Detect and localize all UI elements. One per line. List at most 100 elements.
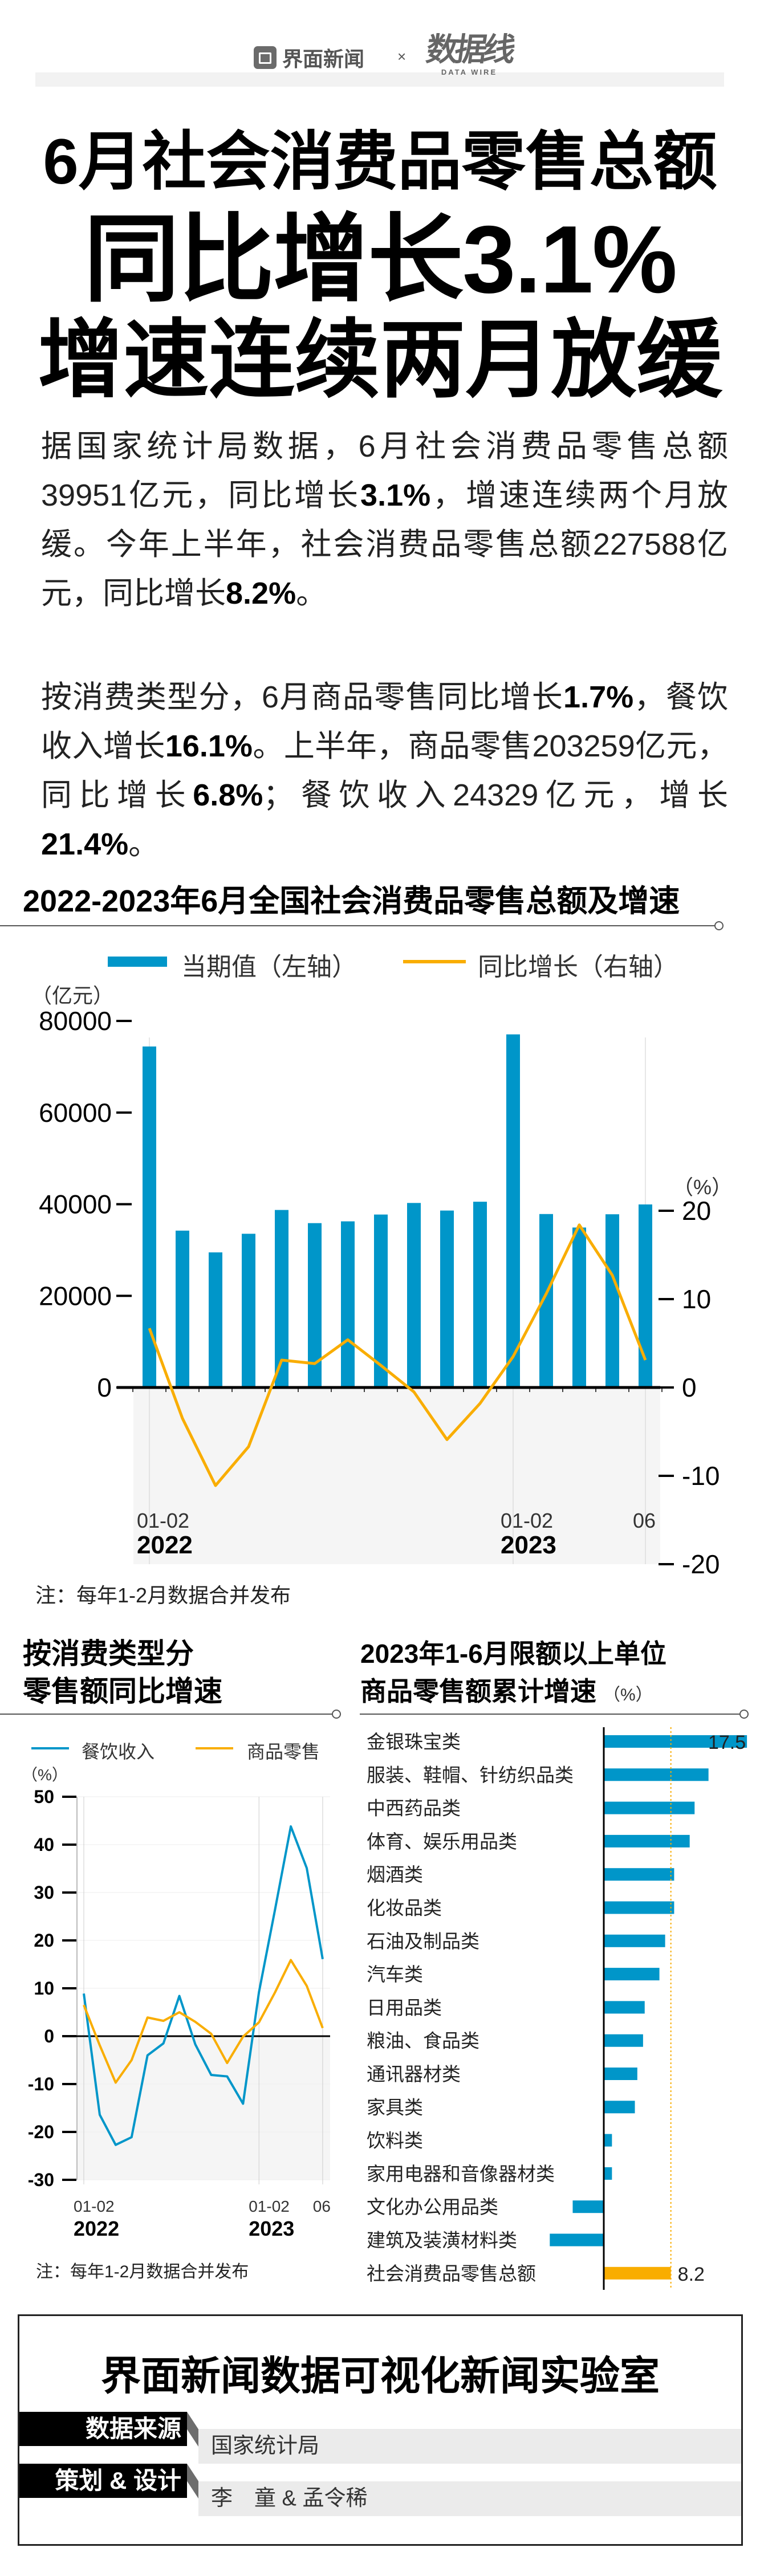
chart1-growth-line bbox=[148, 1223, 647, 1487]
chart1-right-axis-unit: （%） bbox=[673, 1175, 733, 1199]
jiemian-logo-text: 界面新闻 bbox=[282, 47, 365, 71]
chart2-legend-goods-label: 商品零售 bbox=[247, 1741, 320, 1762]
intro-paragraph-1: 据国家统计局数据，6月社会消费品零售总额39951亿元，同比增长3.1%，增速连… bbox=[41, 422, 728, 618]
credit-label: 策划 & 设计 bbox=[19, 2464, 187, 2498]
chart3-bar bbox=[604, 1934, 665, 1947]
chart1-bar bbox=[605, 1214, 619, 1387]
chart3-category-label: 社会消费品零售总额 bbox=[367, 2263, 536, 2284]
chart3-category-label: 中西药品类 bbox=[367, 1798, 461, 1819]
jiemian-logo-icon bbox=[254, 46, 277, 69]
paragraph-text: 据国家统计局数据，6月社会消费品零售总额39951亿元，同比增长 bbox=[41, 429, 728, 512]
chart1-bar bbox=[176, 1230, 189, 1387]
paragraph-text: ，餐饮收入增长 bbox=[41, 680, 729, 763]
footer-title: 界面新闻数据可视化新闻实验室 bbox=[101, 2354, 660, 2398]
chart3-bar bbox=[604, 2001, 645, 2014]
chart1-legend-bar-swatch bbox=[108, 957, 167, 967]
chart1-title: 2022-2023年6月全国社会消费品零售总额及增速 bbox=[23, 884, 680, 918]
chart1-left-tick-label: 20000 bbox=[39, 1281, 112, 1311]
chart3-category-label: 文化办公用品类 bbox=[367, 2196, 498, 2217]
chart2-y-tick-label: 20 bbox=[34, 1930, 54, 1951]
chart3-bar bbox=[604, 1768, 709, 1781]
source-label: 数据来源 bbox=[19, 2412, 187, 2446]
chart1-left-tick-label: 80000 bbox=[39, 1006, 112, 1036]
chart1-note: 注：每年1-2月数据合并发布 bbox=[35, 1584, 291, 1607]
chart2-x-tick-label: 01-02 bbox=[74, 2197, 115, 2215]
chart1-negative-area bbox=[133, 1387, 660, 1564]
chart3-category-label: 饮料类 bbox=[367, 2130, 423, 2151]
chart2-y-tick-label: -10 bbox=[28, 2074, 54, 2094]
chart3-title-line-1: 2023年1-6月限额以上单位 bbox=[360, 1639, 666, 1669]
logo-separator: × bbox=[397, 48, 407, 65]
chart3-category-label: 化妆品类 bbox=[367, 1898, 442, 1919]
chart1-bar bbox=[506, 1034, 520, 1387]
chart3-bar bbox=[604, 2266, 671, 2280]
datawire-logo-sub: DATA WIRE bbox=[441, 68, 498, 76]
chart3-title-text: 商品零售额累计增速 bbox=[360, 1676, 596, 1706]
chart1-left-tick-label: 40000 bbox=[39, 1190, 112, 1219]
chart2-goods-line bbox=[83, 1959, 324, 2084]
highlight-figure: 21.4% bbox=[41, 827, 129, 861]
chart1-bar bbox=[407, 1203, 421, 1387]
chart3-title-line-2: 商品零售额累计增速 （%） bbox=[360, 1672, 653, 1714]
chart1-bar bbox=[242, 1234, 255, 1387]
chart1-rule-end bbox=[714, 921, 724, 930]
chart3-category-label: 通讯器材类 bbox=[367, 2064, 461, 2085]
paragraph-text: 按消费类型分，6月商品零售同比增长 bbox=[41, 680, 564, 714]
chart3-bar bbox=[604, 1868, 674, 1881]
chart1-bar bbox=[209, 1252, 222, 1387]
chart1-right-tick-label: 0 bbox=[682, 1373, 697, 1402]
chart1-right-tick-label: 10 bbox=[682, 1284, 711, 1314]
chart1-x-tick-label: 01-02 bbox=[501, 1509, 553, 1532]
chart2-y-tick-label: -30 bbox=[28, 2170, 54, 2190]
chart1-bar bbox=[473, 1202, 487, 1387]
headline-line-1: 6月社会消费品零售总额 bbox=[43, 126, 717, 197]
chart1-year-label: 2023 bbox=[501, 1531, 556, 1559]
chart1-bar bbox=[341, 1221, 355, 1387]
chart3-category-label: 金银珠宝类 bbox=[367, 1731, 461, 1752]
chart3-unit: （%） bbox=[603, 1686, 653, 1704]
chart2-year-label: 2023 bbox=[249, 2217, 294, 2240]
chart3-category-label: 烟酒类 bbox=[367, 1864, 423, 1885]
chart3-bar bbox=[550, 2233, 604, 2247]
chart3-category-label: 体育、娱乐用品类 bbox=[367, 1831, 517, 1852]
chart3-category-label: 粮油、食品类 bbox=[367, 2030, 479, 2052]
chart2-dining-line bbox=[83, 1825, 324, 2146]
chart1-right-tick-label: -20 bbox=[682, 1549, 720, 1579]
chart2-y-tick-label: 50 bbox=[34, 1786, 54, 1807]
chart2-x-tick-label: 06 bbox=[313, 2197, 331, 2215]
chart2-y-tick-label: 30 bbox=[34, 1882, 54, 1903]
chart1-bar bbox=[275, 1210, 288, 1387]
chart1-legend-bar-label: 当期值（左轴） bbox=[181, 953, 357, 981]
header-band bbox=[35, 72, 724, 87]
paragraph-text: ；餐饮收入24329亿元，增长 bbox=[263, 778, 728, 812]
paragraph-text: 。上半年，商品零售203259亿元，同比增长 bbox=[41, 729, 728, 812]
chart1-x-tick-label: 01-02 bbox=[137, 1509, 189, 1532]
chart1-left-tick-label: 0 bbox=[97, 1373, 112, 1402]
paragraph-text: 。 bbox=[296, 576, 327, 611]
headline-line-3: 增速连续两月放缓 bbox=[38, 312, 722, 408]
chart3-bar bbox=[604, 1801, 695, 1814]
chart3-bar bbox=[604, 2068, 637, 2080]
chart1-bar bbox=[572, 1227, 586, 1387]
chart2-legend-dining-label: 餐饮收入 bbox=[82, 1741, 155, 1762]
highlight-figure: 3.1% bbox=[360, 478, 431, 512]
chart1-left-tick-label: 60000 bbox=[39, 1098, 112, 1128]
chart3-bar bbox=[604, 1735, 747, 1748]
datawire-logo: 数据线 DATA WIRE bbox=[424, 31, 515, 76]
chart3-bar bbox=[604, 2134, 612, 2147]
chart3-bar bbox=[604, 1834, 690, 1847]
chart2-title-line-2: 零售额同比增速 bbox=[23, 1675, 222, 1707]
chart2-year-label: 2022 bbox=[74, 2217, 119, 2240]
chart3-bar bbox=[604, 2167, 612, 2180]
chart3-bar bbox=[604, 1901, 674, 1914]
source-value: 国家统计局 bbox=[198, 2429, 741, 2464]
chart3-bar bbox=[604, 2034, 643, 2047]
chart3-category-label: 石油及制品类 bbox=[367, 1931, 479, 1952]
chart3-category-label: 日用品类 bbox=[367, 1997, 442, 2018]
chart3-rule-end bbox=[739, 1710, 749, 1719]
paragraph-text: 。 bbox=[128, 827, 160, 861]
chart2-legend-dining-swatch bbox=[31, 1747, 69, 1749]
chart3-category-label: 建筑及装潢材料类 bbox=[367, 2230, 517, 2251]
chart1-bar bbox=[374, 1214, 388, 1387]
highlight-figure: 1.7% bbox=[563, 680, 634, 714]
